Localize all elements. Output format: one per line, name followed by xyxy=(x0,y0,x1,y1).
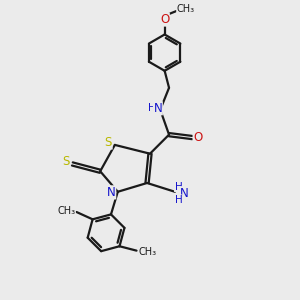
Text: S: S xyxy=(105,136,112,149)
Text: O: O xyxy=(160,13,169,26)
Text: N: N xyxy=(107,186,116,199)
Text: N: N xyxy=(154,102,162,115)
Text: CH₃: CH₃ xyxy=(177,4,195,14)
Text: N: N xyxy=(180,187,189,200)
Text: H: H xyxy=(175,182,182,191)
Text: H: H xyxy=(148,103,155,113)
Text: H: H xyxy=(175,195,182,205)
Text: CH₃: CH₃ xyxy=(139,247,157,257)
Text: S: S xyxy=(62,154,70,167)
Text: CH₃: CH₃ xyxy=(57,206,75,215)
Text: O: O xyxy=(193,130,203,143)
